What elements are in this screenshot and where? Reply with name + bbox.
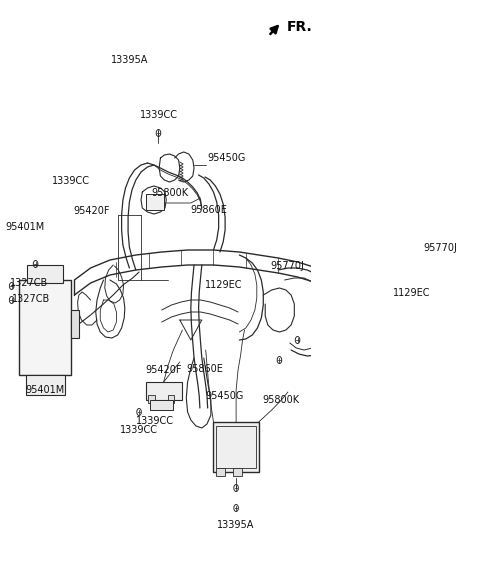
Bar <box>150 400 173 410</box>
Bar <box>148 395 155 403</box>
Bar <box>233 468 242 476</box>
Text: 95860E: 95860E <box>191 205 228 215</box>
Text: 95401M: 95401M <box>6 222 45 232</box>
Bar <box>146 382 182 400</box>
Bar <box>168 395 174 403</box>
Text: 95770J: 95770J <box>424 243 457 253</box>
Bar <box>145 194 164 210</box>
Bar <box>26 375 65 395</box>
Bar <box>216 426 256 468</box>
Text: 95450G: 95450G <box>207 153 245 163</box>
Text: FR.: FR. <box>287 20 312 34</box>
Text: 1339CC: 1339CC <box>52 177 90 186</box>
Text: 95420F: 95420F <box>73 206 110 216</box>
Text: 1327CB: 1327CB <box>12 294 50 303</box>
Bar <box>369 290 389 312</box>
Bar <box>389 295 395 307</box>
Text: 95770J: 95770J <box>270 261 304 272</box>
Text: 95860E: 95860E <box>186 364 223 374</box>
Text: 95420F: 95420F <box>145 365 182 375</box>
Bar <box>71 310 79 338</box>
Text: 95450G: 95450G <box>205 391 243 402</box>
Text: 1129EC: 1129EC <box>205 280 242 290</box>
Text: 1339CC: 1339CC <box>136 416 174 427</box>
Bar <box>27 265 63 283</box>
Text: 1327CB: 1327CB <box>10 278 48 288</box>
Text: 13395A: 13395A <box>217 520 255 530</box>
Text: 95401M: 95401M <box>25 385 65 395</box>
Text: 13395A: 13395A <box>111 56 148 65</box>
Bar <box>19 280 71 375</box>
Bar <box>216 468 225 476</box>
Text: 1129EC: 1129EC <box>393 288 431 298</box>
Text: 1339CC: 1339CC <box>120 425 158 435</box>
Text: 1339CC: 1339CC <box>140 110 178 120</box>
Text: 95800K: 95800K <box>151 188 188 198</box>
Text: 95800K: 95800K <box>262 395 299 405</box>
Bar <box>214 422 259 472</box>
